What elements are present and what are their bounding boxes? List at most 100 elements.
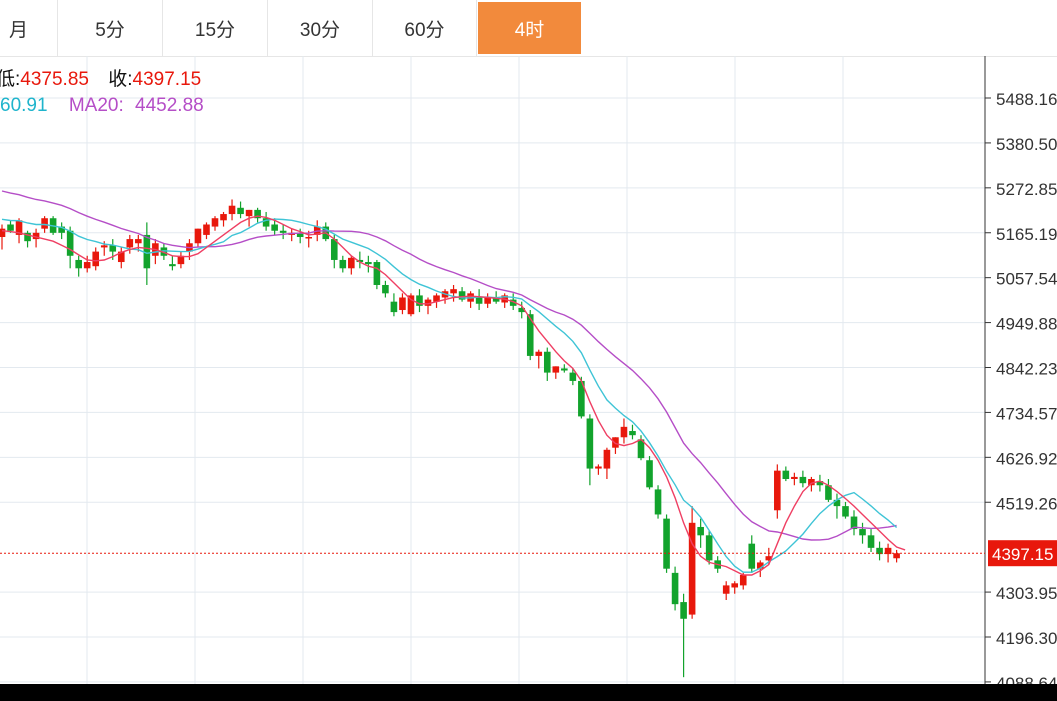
tab-4hour-label: 4时 [514,19,545,41]
candle-body [774,470,781,511]
close-label: 收: [108,69,133,90]
tab-30min[interactable]: 30分 [268,0,373,56]
candle-body [492,297,500,302]
candle-body [816,481,824,486]
candle-body [799,476,807,484]
y-tick-label: 4842.23 [996,360,1057,379]
candle-body [100,245,108,248]
candle-body [117,251,125,263]
candle-body [791,476,798,479]
candle-body [373,262,381,285]
candle-body [620,426,628,438]
candle-body [629,431,636,436]
ma20-value: 4452.88 [135,95,204,116]
y-tick-label: 5488.16 [996,90,1057,109]
low-value: 4375.85 [20,69,89,90]
y-tick-label: 4949.88 [996,315,1057,334]
candle-body [552,366,560,373]
candle-body [893,553,900,559]
candle-body [399,297,406,311]
candle-body [731,583,739,588]
candle-body [75,259,82,269]
ohlc-info: 低:4375.85 收:4397.15 60.91 MA20: 4452.88 [0,67,204,119]
candle-body [0,228,6,238]
tab-30min-label: 30分 [299,19,341,41]
candle-body [296,232,304,238]
ma20-label: MA20: [68,95,124,116]
candle-body [518,307,526,313]
candle-body [424,299,432,306]
candle-body [535,351,543,356]
y-tick-label: 4088.64 [996,674,1057,684]
candle-body [782,470,790,479]
candle-body [756,562,764,569]
candle-body [561,368,568,371]
tab-5min[interactable]: 5分 [58,0,163,56]
candle-body [680,602,687,619]
candle-body [646,460,653,488]
candle-body [15,220,23,235]
candle-body [356,259,364,263]
candle-body [228,205,236,215]
candle-body [330,239,338,260]
close-value: 4397.15 [132,69,202,90]
candle-body [382,284,389,294]
tab-5min-label: 5分 [95,19,125,41]
candle-body [543,351,551,373]
ma10-value: 60.91 [0,95,48,116]
candle-body [833,499,841,507]
candle-body [271,224,278,231]
candle-body [867,535,875,548]
candle-body [177,255,185,265]
candle-body [245,209,253,217]
candle-body [169,264,176,267]
y-tick-label: 4519.26 [996,494,1057,513]
ma-row: 60.91 MA20: 4452.88 [0,93,204,119]
candle-body [450,289,457,294]
ma5-line [1,215,906,576]
tab-60min-label: 60分 [404,19,445,41]
candle-body [390,301,398,313]
candle-body [859,529,866,536]
tab-15min[interactable]: 15分 [163,0,268,56]
candle-body [569,372,577,381]
tab-15min-label: 15分 [194,19,236,41]
tab-month[interactable]: 月 [0,0,58,56]
candle-body [697,526,704,536]
low-label: 低: [0,69,21,90]
candle-body [825,485,832,500]
candle-body [765,556,773,561]
y-tick-label: 4196.30 [996,629,1057,648]
candle-body [143,234,151,269]
candle-body [808,478,815,486]
y-tick-label: 5165.19 [996,225,1057,244]
tab-4hour[interactable]: 4时 [478,2,581,54]
candle-body [126,239,134,248]
candle-body [876,547,883,555]
candle-body [475,297,483,304]
candle-body [160,247,168,256]
tab-60min[interactable]: 60分 [373,0,477,56]
candle-body [748,543,756,569]
candlestick-chart[interactable]: 5488.16 5380.50 5272.85 5165.19 5057.54 4949.… [0,56,1057,684]
y-tick-label: 4626.92 [996,449,1057,468]
candle-body [484,297,491,304]
candle-body [66,230,74,256]
tab-month-label: 月 [8,19,28,41]
candle-body [688,522,696,615]
candle-body [739,574,747,586]
candle-body [203,224,210,235]
candle-body [842,506,849,517]
candle-body [416,295,423,306]
candle-body [211,218,219,227]
candle-body [603,449,611,469]
candle-body [41,218,48,229]
candle-body [671,572,679,605]
candle-body [578,380,585,417]
candle-body [83,262,91,269]
y-tick-label: 4734.57 [996,404,1057,423]
candle-body [705,535,713,561]
y-tick-label: 4303.95 [996,584,1057,603]
current-price-label: 4397.15 [992,545,1053,564]
candle-body [279,230,287,233]
